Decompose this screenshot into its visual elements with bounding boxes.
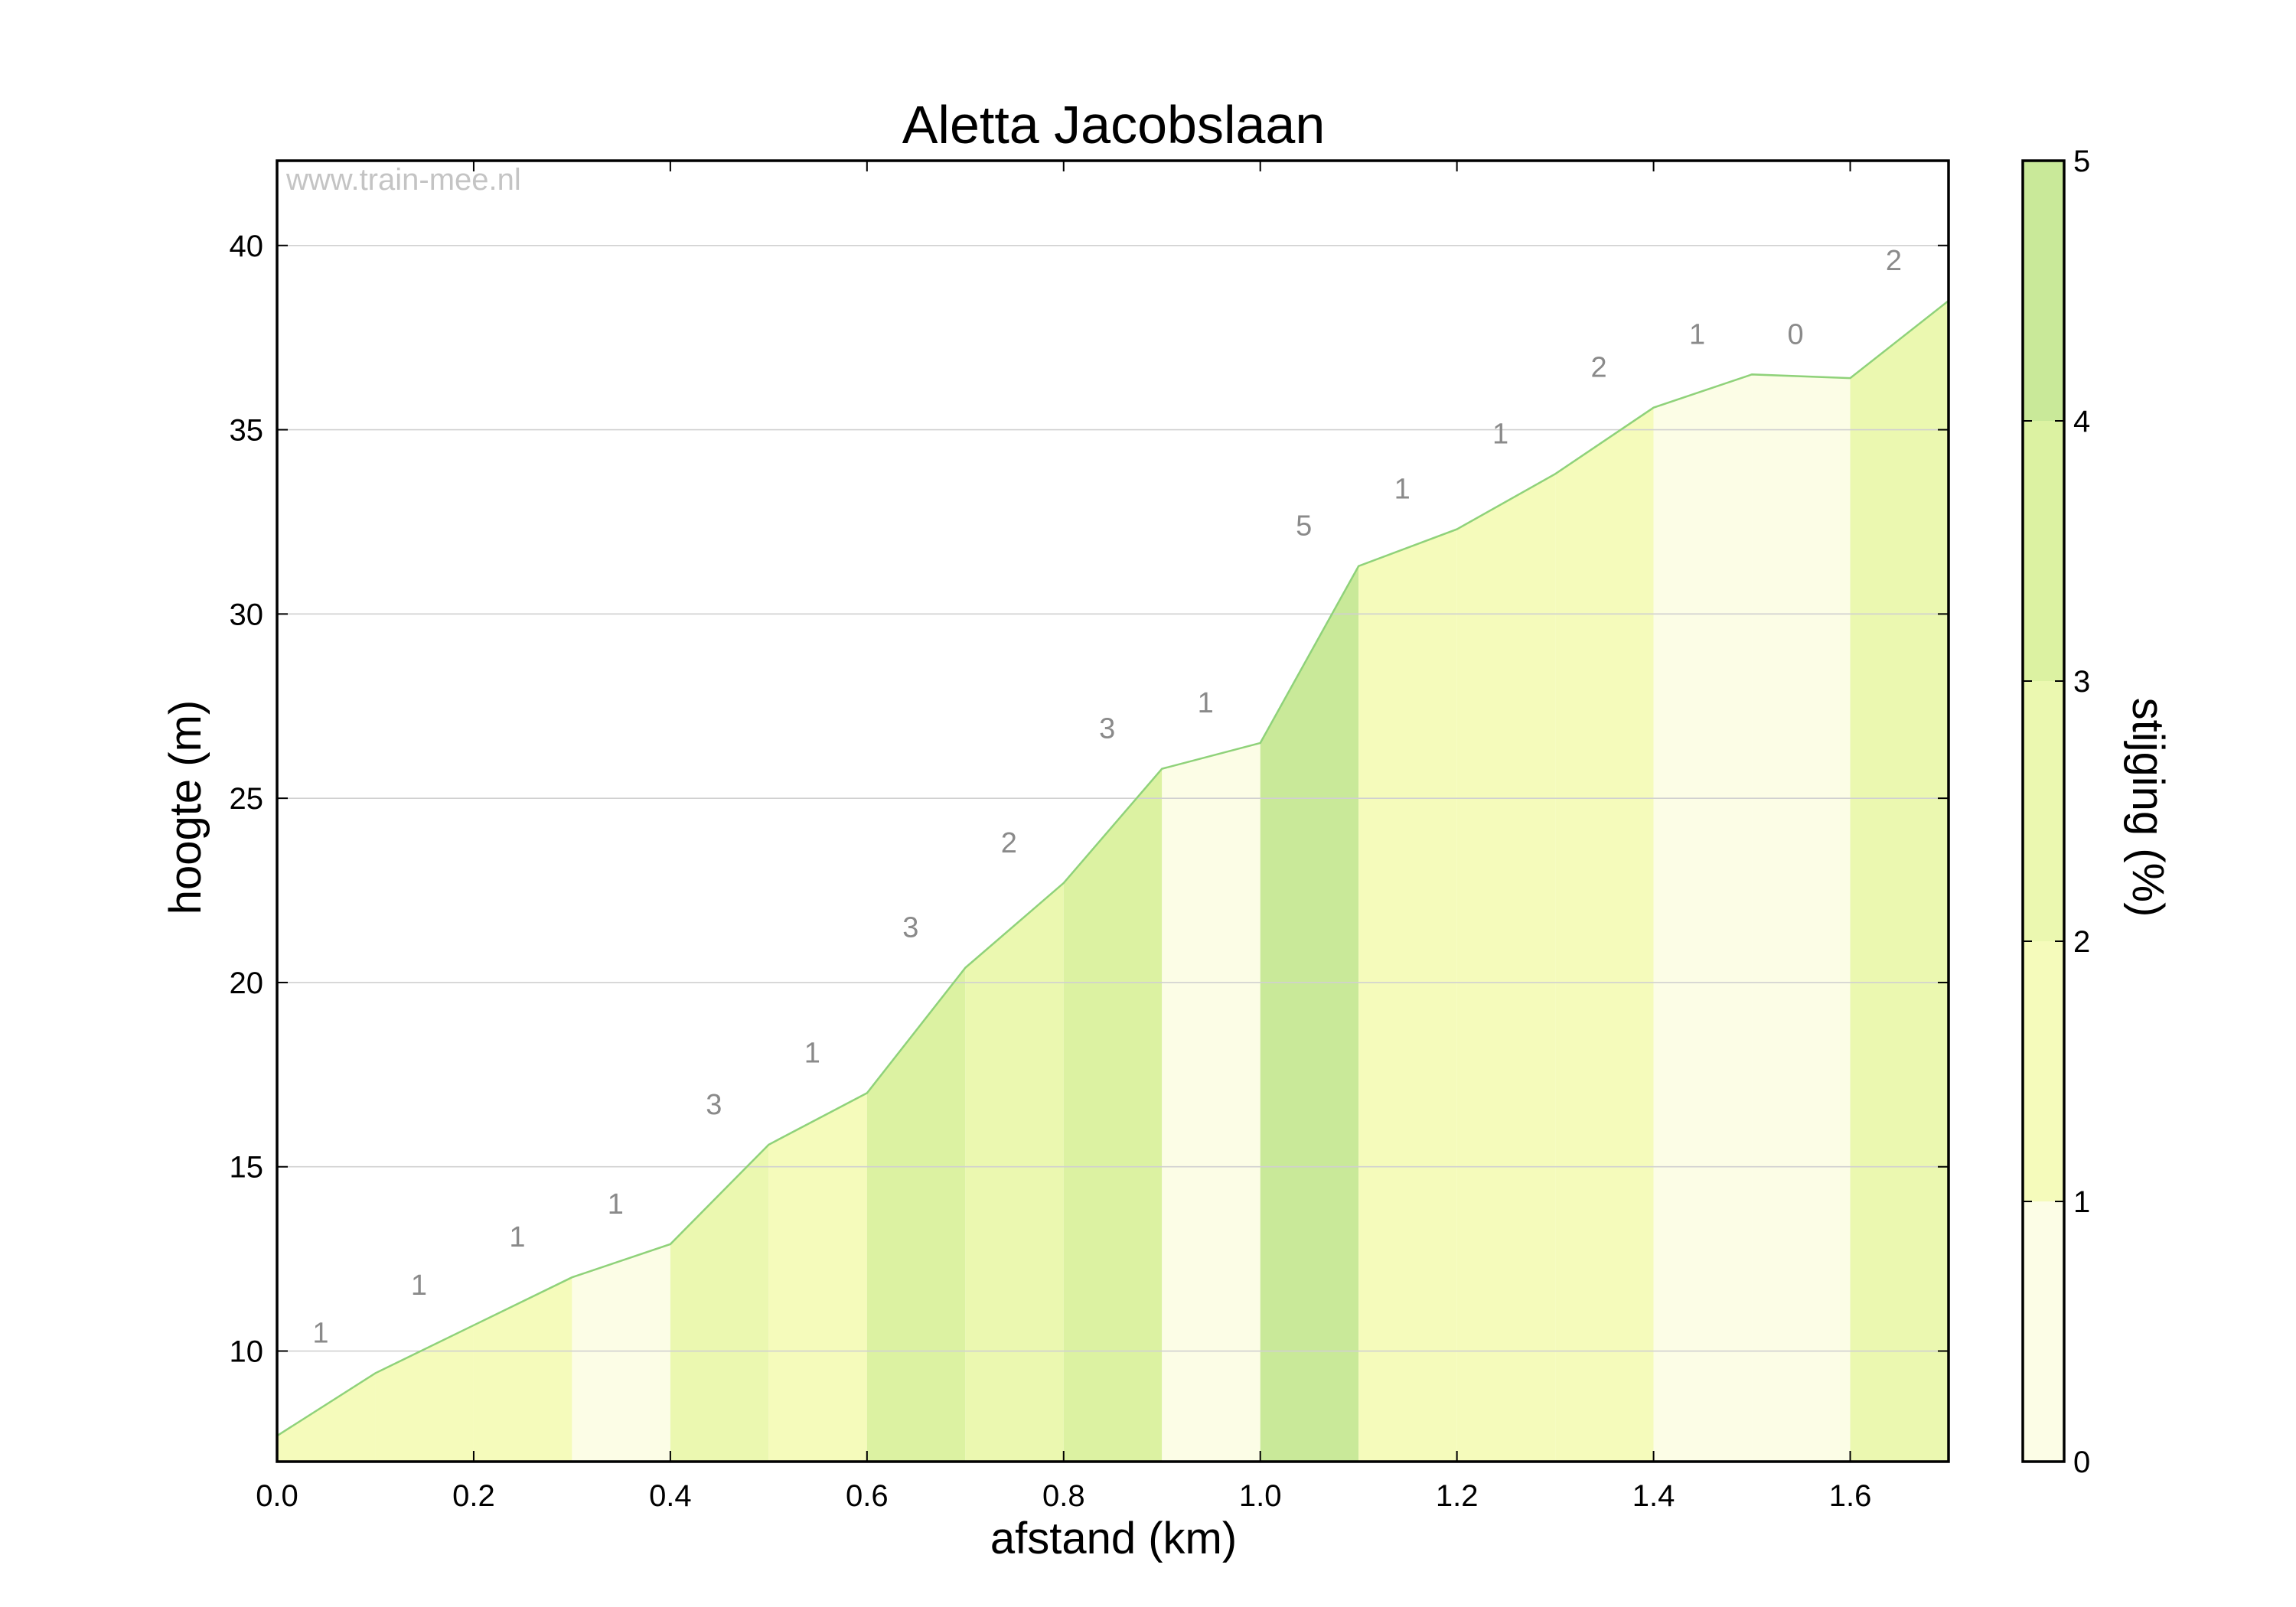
x-tick-label: 0.2 xyxy=(452,1479,495,1513)
colorbar-band xyxy=(2023,421,2064,681)
x-tick-label: 1.4 xyxy=(1632,1479,1675,1513)
gradient-segment xyxy=(1063,768,1163,1462)
segment-gradient-label: 3 xyxy=(1099,713,1115,745)
y-axis-label: hoogte (m) xyxy=(161,700,210,914)
gradient-segment xyxy=(1358,529,1457,1462)
colorbar: 0 1 2 3 4 5 xyxy=(2021,145,2090,1479)
plot-frame xyxy=(276,159,1950,1463)
segment-gradient-label: 3 xyxy=(902,912,918,944)
gradient-segment xyxy=(473,1277,572,1462)
gradient-segment xyxy=(1555,407,1654,1462)
y-tick-label: 40 xyxy=(230,230,264,263)
x-tick-label: 1.0 xyxy=(1239,1479,1282,1513)
gradient-segment xyxy=(277,1373,376,1462)
gradient-segment xyxy=(965,882,1064,1462)
axes: 0.0 0.2 0.4 0.6 0.8 1.0 1.2 1.4 1.61015202530354… xyxy=(230,159,1950,1513)
colorbar-band xyxy=(2023,681,2064,941)
gradient-segment xyxy=(375,1325,474,1462)
segment-gradient-label: 0 xyxy=(1787,318,1803,350)
x-axis-label: afstand (km) xyxy=(990,1514,1237,1563)
gradient-segment xyxy=(1456,474,1556,1462)
segment-gradient-label: 3 xyxy=(706,1089,722,1121)
segment-gradient-label: 1 xyxy=(1492,418,1508,450)
segment-gradient-label: 1 xyxy=(804,1037,820,1069)
x-tick-label: 0.4 xyxy=(649,1479,692,1513)
x-tick-label: 0.8 xyxy=(1042,1479,1085,1513)
y-tick-label: 15 xyxy=(230,1151,264,1185)
gradient-segment xyxy=(670,1144,769,1462)
y-tick-label: 25 xyxy=(230,782,264,816)
colorbar-tick-label: 1 xyxy=(2073,1185,2090,1219)
segment-gradient-label: 1 xyxy=(509,1221,525,1253)
segment-gradient-label: 1 xyxy=(1394,474,1411,506)
elevation-profile-line xyxy=(276,300,1949,1437)
segment-gradient-label: 1 xyxy=(312,1317,328,1349)
watermark-text: www.train-mee.nl xyxy=(285,163,521,197)
segment-gradient-label: 1 xyxy=(1689,318,1705,350)
segment-gradient-label: 2 xyxy=(1591,352,1607,384)
colorbar-frame xyxy=(2021,159,2066,1463)
segment-gradient-label: 2 xyxy=(1886,245,1902,277)
x-tick-label: 1.6 xyxy=(1829,1479,1872,1513)
segment-gradient-label: 1 xyxy=(1198,687,1214,719)
colorbar-band xyxy=(2023,161,2064,421)
x-tick-label: 1.2 xyxy=(1436,1479,1479,1513)
plot-area: 1 1 1 1 3 1 3 2 3 1 5 1 1 2 1 0 2 xyxy=(276,244,1949,1462)
gradient-segment xyxy=(1260,566,1359,1462)
x-tick-label: 0.6 xyxy=(846,1479,889,1513)
colorbar-tick-label: 5 xyxy=(2073,145,2090,178)
gradient-segment xyxy=(572,1244,670,1462)
y-tick-label: 35 xyxy=(230,414,264,448)
gradient-segment xyxy=(768,1093,867,1462)
gradient-segment xyxy=(866,967,966,1462)
colorbar-band xyxy=(2023,1201,2064,1462)
colorbar-tick-label: 4 xyxy=(2073,405,2090,438)
y-tick-label: 30 xyxy=(230,598,264,631)
colorbar-band xyxy=(2023,941,2064,1201)
y-tick-label: 10 xyxy=(230,1335,264,1369)
segment-gradient-label: 2 xyxy=(1001,827,1017,859)
y-tick-label: 20 xyxy=(230,966,264,1000)
colorbar-label: stijging (%) xyxy=(2123,698,2173,918)
gradient-segment xyxy=(1653,374,1753,1462)
gradient-segment xyxy=(1752,374,1851,1462)
colorbar-tick-label: 0 xyxy=(2073,1446,2090,1479)
colorbar-tick-label: 2 xyxy=(2073,925,2090,959)
segment-gradient-label: 5 xyxy=(1296,510,1312,543)
chart-title: Aletta Jacobslaan xyxy=(902,95,1326,155)
colorbar-tick-label: 3 xyxy=(2073,665,2090,699)
segment-gradient-label: 1 xyxy=(608,1188,624,1221)
segment-gradient-label: 1 xyxy=(411,1270,427,1302)
x-tick-label: 0.0 xyxy=(256,1479,298,1513)
gradient-segment xyxy=(1162,742,1261,1462)
gradient-segment xyxy=(1850,301,1949,1462)
